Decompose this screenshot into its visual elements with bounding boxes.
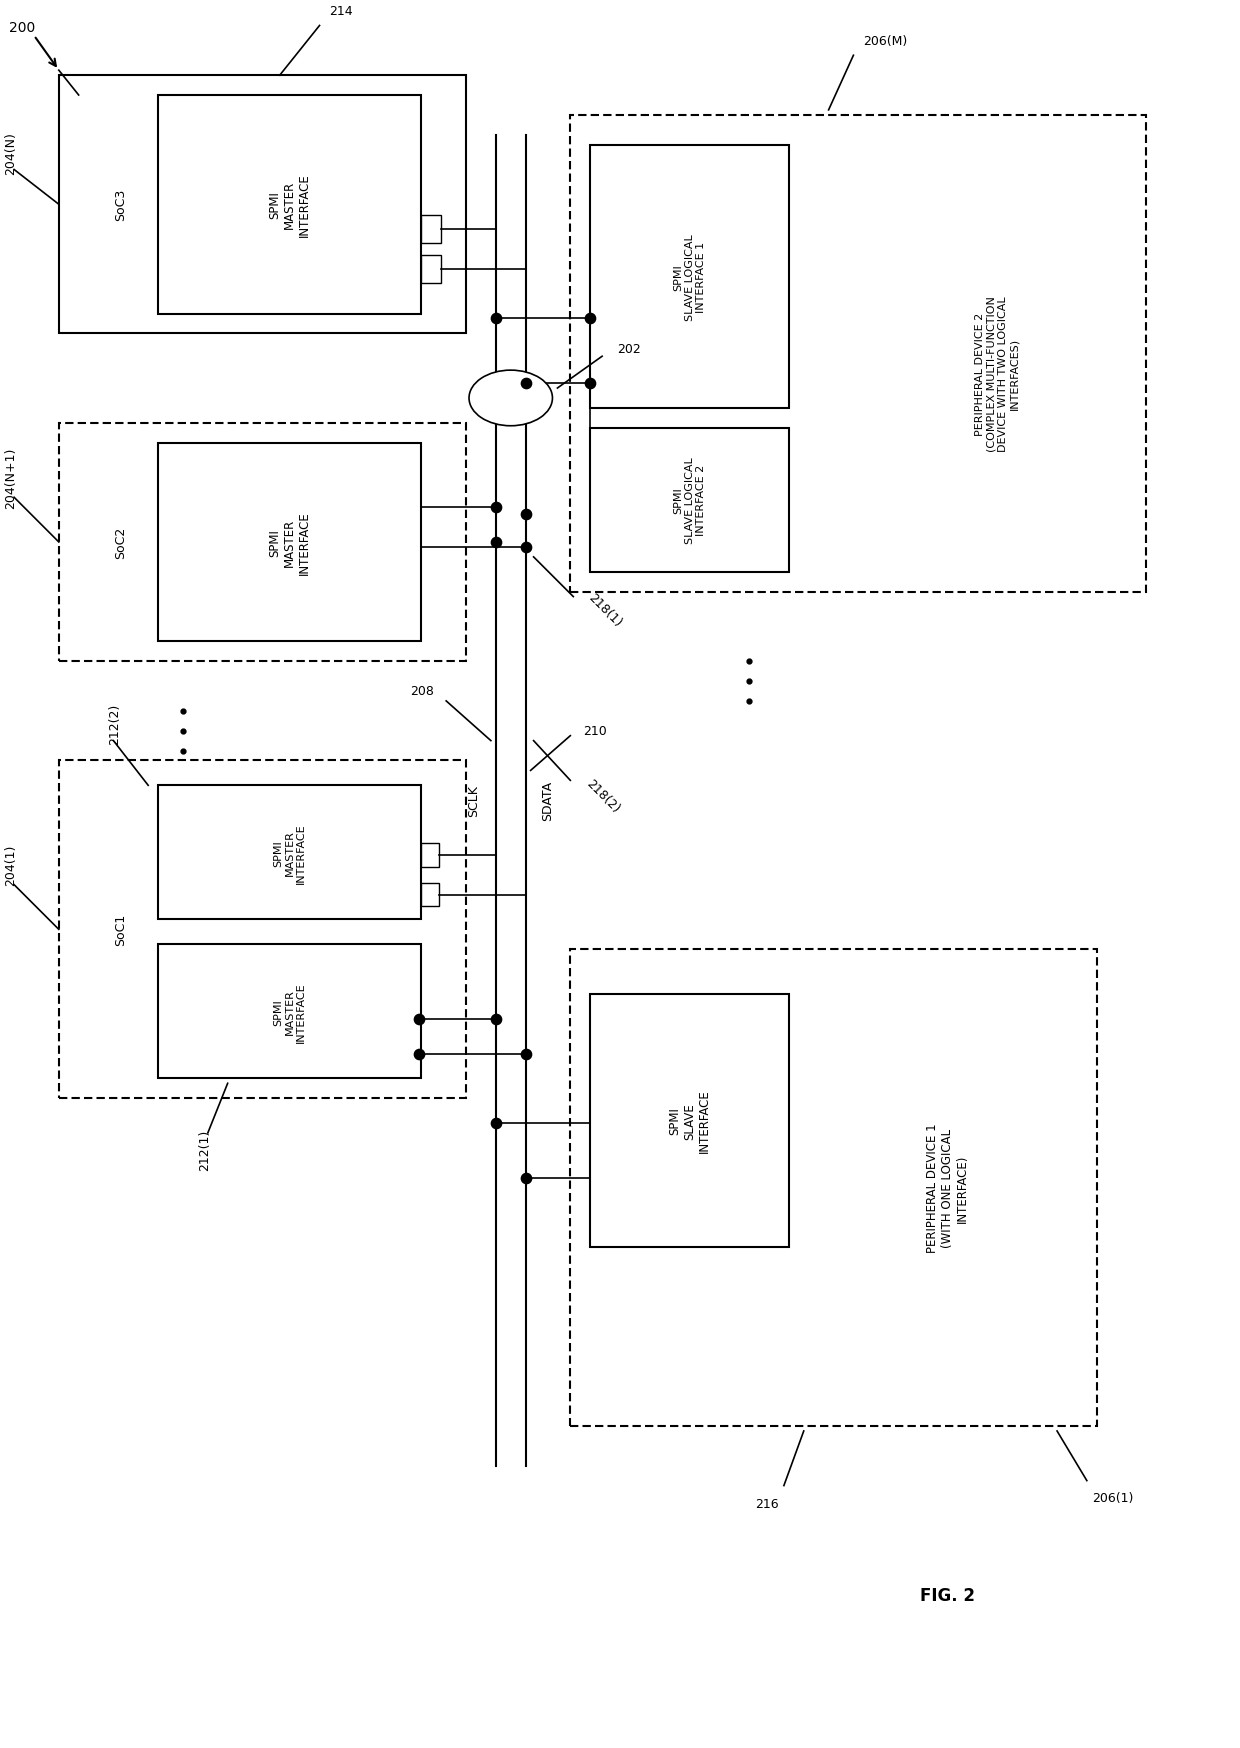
Text: 202: 202	[618, 343, 641, 355]
Bar	[58, 423, 466, 662]
Text: 204(N): 204(N)	[4, 133, 17, 175]
Bar	[58, 760, 466, 1098]
Point	[409, 1005, 429, 1033]
Text: 204(N+1): 204(N+1)	[4, 447, 17, 509]
Text: SPMI
MASTER
INTERFACE: SPMI MASTER INTERFACE	[273, 981, 306, 1042]
Point	[486, 1110, 506, 1138]
Text: SCLK: SCLK	[467, 785, 480, 816]
Point	[516, 1040, 536, 1068]
Text: SoC3: SoC3	[114, 189, 126, 222]
Text: SPMI
MASTER
INTERFACE: SPMI MASTER INTERFACE	[273, 823, 306, 883]
Text: 206(1): 206(1)	[1091, 1491, 1133, 1503]
Point	[486, 306, 506, 334]
Text: SPMI
SLAVE
INTERFACE: SPMI SLAVE INTERFACE	[668, 1089, 711, 1152]
Text: PERIPHERAL DEVICE 1
(WITH ONE LOGICAL
INTERFACE): PERIPHERAL DEVICE 1 (WITH ONE LOGICAL IN…	[926, 1124, 970, 1253]
Text: SDATA: SDATA	[541, 781, 554, 822]
Point	[409, 1040, 429, 1068]
Text: 218(1): 218(1)	[585, 591, 624, 629]
Text: 214: 214	[330, 5, 353, 17]
Bar	[422, 844, 439, 867]
Bar	[570, 949, 1096, 1426]
Bar	[159, 944, 422, 1079]
Text: 216: 216	[755, 1496, 779, 1510]
Text: SPMI
SLAVE LOGICAL
INTERFACE 2: SPMI SLAVE LOGICAL INTERFACE 2	[673, 458, 706, 544]
Text: 200: 200	[9, 21, 35, 35]
Point	[486, 495, 506, 523]
Text: 212(1): 212(1)	[198, 1129, 211, 1171]
Point	[516, 533, 536, 561]
Bar	[159, 96, 422, 315]
Bar	[422, 217, 441, 245]
Bar	[159, 444, 422, 642]
Bar	[570, 115, 1147, 593]
Point	[486, 1005, 506, 1033]
Text: 208: 208	[410, 685, 434, 697]
Text: SPMI
MASTER
INTERFACE: SPMI MASTER INTERFACE	[268, 173, 311, 238]
Bar	[590, 145, 789, 409]
Text: SoC1: SoC1	[114, 914, 126, 946]
Text: SPMI
SLAVE LOGICAL
INTERFACE 1: SPMI SLAVE LOGICAL INTERFACE 1	[673, 234, 706, 320]
Text: 204(1): 204(1)	[4, 844, 17, 886]
Text: 218(2): 218(2)	[583, 776, 621, 815]
Ellipse shape	[469, 371, 553, 427]
Text: SPMI
MASTER
INTERFACE: SPMI MASTER INTERFACE	[268, 510, 311, 575]
Point	[516, 502, 536, 530]
Text: 206(M): 206(M)	[863, 35, 908, 47]
Text: 212(2): 212(2)	[108, 704, 122, 745]
Bar	[422, 255, 441, 283]
Text: 210: 210	[583, 725, 608, 738]
Bar	[422, 883, 439, 907]
Bar	[590, 995, 789, 1248]
Bar	[159, 787, 422, 919]
Point	[580, 371, 600, 399]
Point	[516, 371, 536, 399]
Point	[516, 1164, 536, 1192]
Text: SoC2: SoC2	[114, 526, 126, 559]
Point	[486, 528, 506, 556]
Bar	[590, 428, 789, 572]
Text: PERIPHERAL DEVICE 2
(COMPLEX MULTI-FUNCTION
DEVICE WITH TWO LOGICAL
INTERFACES): PERIPHERAL DEVICE 2 (COMPLEX MULTI-FUNCT…	[975, 295, 1019, 451]
Bar	[58, 77, 466, 334]
Point	[580, 306, 600, 334]
Text: FIG. 2: FIG. 2	[920, 1585, 976, 1605]
